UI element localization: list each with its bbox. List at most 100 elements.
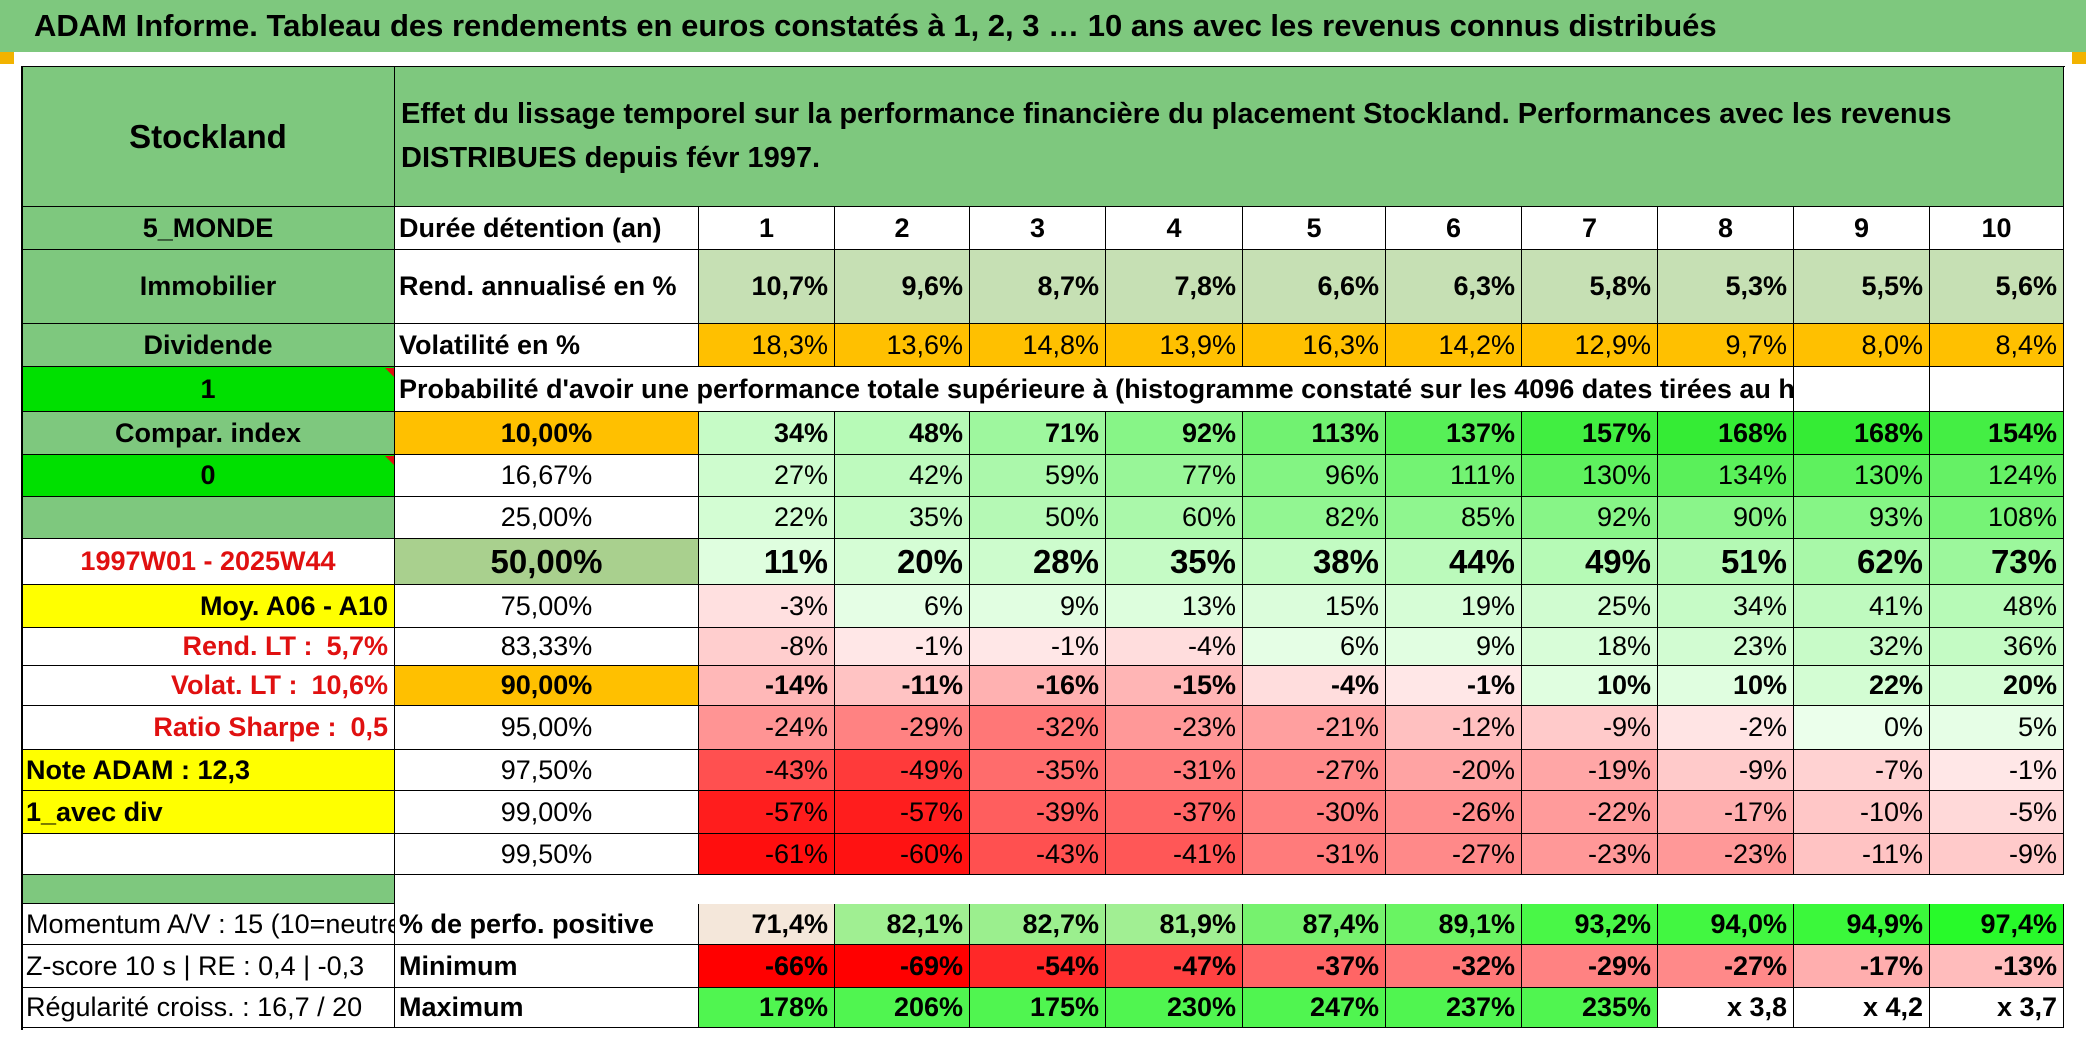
stat-value: 94,9% (1794, 904, 1930, 945)
quantile-value: 130% (1794, 455, 1930, 497)
stat-value: 237% (1386, 988, 1522, 1028)
quantile-value: 77% (1106, 455, 1243, 497)
effect-description: Effet du lissage temporel sur la perform… (395, 67, 2064, 207)
quantile-value: 10% (1658, 666, 1794, 706)
vol-value: 18,3% (699, 324, 835, 367)
stat-value: -32% (1386, 945, 1522, 988)
vol-value: 13,6% (835, 324, 970, 367)
quantile-value: -20% (1386, 750, 1522, 791)
quantile-value: -7% (1794, 750, 1930, 791)
quantile-value: -1% (835, 628, 970, 666)
stat-value: -54% (970, 945, 1106, 988)
quantile-value: 49% (1522, 539, 1658, 585)
stat-label: % de perfo. positive (395, 904, 699, 945)
vol-value: 16,3% (1243, 324, 1386, 367)
asset-name: Stockland (22, 67, 395, 207)
year-header: 8 (1658, 207, 1794, 250)
quantile-value: 18% (1522, 628, 1658, 666)
stat-value: 206% (835, 988, 970, 1028)
stat-value: 87,4% (1243, 904, 1386, 945)
quantile-value: -11% (835, 666, 970, 706)
quantile-value: 154% (1930, 412, 2064, 455)
quantile-value: -5% (1930, 791, 2064, 834)
stat-value: x 3,7 (1930, 988, 2064, 1028)
quantile-value: -23% (1522, 834, 1658, 875)
vol-value: 14,2% (1386, 324, 1522, 367)
quantile-value: 90% (1658, 497, 1794, 539)
quantile-value: 48% (835, 412, 970, 455)
year-header: 3 (970, 207, 1106, 250)
quantile-value: 19% (1386, 585, 1522, 628)
quantile-value: 15% (1243, 585, 1386, 628)
quantile-value: 130% (1522, 455, 1658, 497)
stat-label: Minimum (395, 945, 699, 988)
moy-label: Moy. A06 - A10 (22, 585, 395, 628)
quantile-value: 113% (1243, 412, 1386, 455)
stat-value: 247% (1243, 988, 1386, 1028)
year-header: 6 (1386, 207, 1522, 250)
quantile-value: 157% (1522, 412, 1658, 455)
quantile-value: -1% (1930, 750, 2064, 791)
sector-label: Immobilier (22, 250, 395, 324)
quantile-value: -61% (699, 834, 835, 875)
quantile-value: 22% (699, 497, 835, 539)
vol-label: Volatilité en % (395, 324, 699, 367)
quantile-value: -4% (1243, 666, 1386, 706)
stat-value: -37% (1243, 945, 1386, 988)
param-1-input: 1 (22, 367, 395, 412)
quantile-value: 92% (1106, 412, 1243, 455)
quantile-value: -39% (970, 791, 1106, 834)
quantile-value: -4% (1106, 628, 1243, 666)
quantile-value: -23% (1658, 834, 1794, 875)
quantile-value: 5% (1930, 706, 2064, 750)
comment-flag-icon (385, 368, 394, 377)
quantile-value: -10% (1794, 791, 1930, 834)
quantile-value: -30% (1243, 791, 1386, 834)
stat-value: 94,0% (1658, 904, 1794, 945)
stat-value: 71,4% (699, 904, 835, 945)
quantile-value: -22% (1522, 791, 1658, 834)
stat-value: 82,1% (835, 904, 970, 945)
quantile-value: 23% (1658, 628, 1794, 666)
quantile-value: 85% (1386, 497, 1522, 539)
quantile-value: -60% (835, 834, 970, 875)
type-label: Dividende (22, 324, 395, 367)
stat-value: -69% (835, 945, 970, 988)
empty-cell (22, 497, 395, 539)
quantile-value: -31% (1106, 750, 1243, 791)
quantile-value: -2% (1658, 706, 1794, 750)
avec-div-label: 1_avec div (22, 791, 395, 834)
quantile-value: -24% (699, 706, 835, 750)
quantile-value: -21% (1243, 706, 1386, 750)
quantile-value: 34% (1658, 585, 1794, 628)
quantile-label: 95,00% (395, 706, 699, 750)
quantile-value: 41% (1794, 585, 1930, 628)
sharpe-value: 0,5 (350, 712, 388, 742)
quantile-value: 22% (1794, 666, 1930, 706)
rend-value: 9,6% (835, 250, 970, 324)
stat-label: Maximum (395, 988, 699, 1028)
stat-value: 230% (1106, 988, 1243, 1028)
quantile-label: 83,33% (395, 628, 699, 666)
vol-value: 13,9% (1106, 324, 1243, 367)
quantile-value: 134% (1658, 455, 1794, 497)
quantile-value: 9% (970, 585, 1106, 628)
rend-value: 6,3% (1386, 250, 1522, 324)
quantile-value: 34% (699, 412, 835, 455)
period-label: 1997W01 - 2025W44 (22, 539, 395, 585)
stat-value: -66% (699, 945, 835, 988)
quantile-value: 25% (1522, 585, 1658, 628)
quantile-value: 92% (1522, 497, 1658, 539)
quantile-value: 96% (1243, 455, 1386, 497)
quantile-value: 124% (1930, 455, 2064, 497)
quantile-value: -19% (1522, 750, 1658, 791)
quantile-value: -37% (1106, 791, 1243, 834)
volat-lt-label: Volat. LT : (170, 670, 298, 700)
year-header: 7 (1522, 207, 1658, 250)
quantile-value: -32% (970, 706, 1106, 750)
quantile-value: -11% (1794, 834, 1930, 875)
quantile-label: 75,00% (395, 585, 699, 628)
zone-label: 5_MONDE (22, 207, 395, 250)
quantile-value: 9% (1386, 628, 1522, 666)
